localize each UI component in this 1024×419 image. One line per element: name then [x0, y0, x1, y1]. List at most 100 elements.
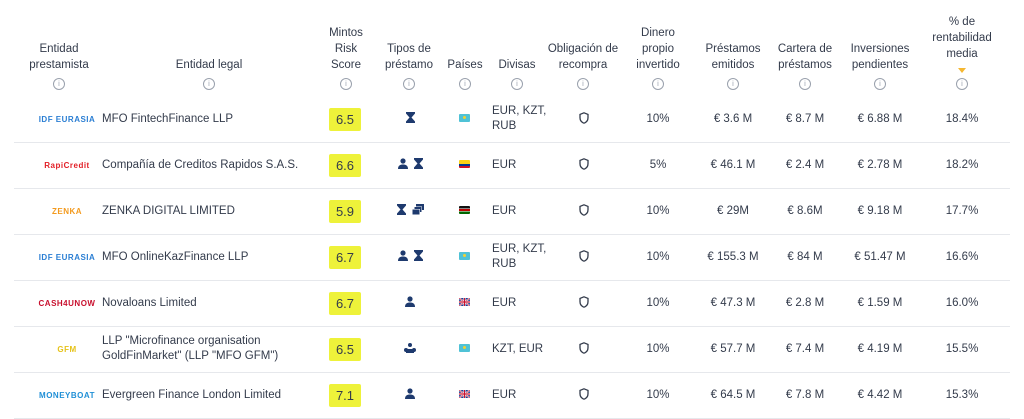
- risk-score-cell: 6.7: [320, 234, 370, 280]
- portfolio-cell: € 7.8 M: [772, 372, 838, 418]
- info-icon[interactable]: i: [403, 78, 415, 90]
- loans-issued-cell: € 47.3 M: [694, 280, 772, 326]
- header-label: propio: [642, 43, 674, 55]
- currencies-value: EUR, KZT, RUB: [492, 243, 547, 270]
- table-row[interactable]: MONEYBOAT Evergreen Finance London Limite…: [14, 372, 1010, 419]
- shield-icon: [579, 249, 589, 265]
- shield-icon: [579, 111, 589, 127]
- lender-logo-cell[interactable]: IDF EURASIA: [32, 234, 102, 280]
- loans-issued-cell: € 29M: [694, 188, 772, 234]
- info-icon[interactable]: i: [799, 78, 811, 90]
- own-funds-value: 10%: [646, 297, 670, 309]
- header-label: préstamo: [385, 59, 433, 71]
- flag-kazakhstan-icon: [458, 343, 470, 355]
- portfolio-cell: € 2.8 M: [772, 280, 838, 326]
- risk-score-cell: 6.6: [320, 142, 370, 188]
- lender-logo-cell[interactable]: MONEYBOAT: [32, 372, 102, 418]
- legal-entity-cell: Compañía de Creditos Rapidos S.A.S.: [102, 142, 302, 188]
- own-funds-value: 5%: [649, 159, 667, 171]
- average-return-cell: 15.3%: [924, 372, 1000, 418]
- header-paises[interactable]: Países i: [444, 0, 486, 96]
- info-icon[interactable]: i: [459, 78, 471, 90]
- table-row[interactable]: IDF EURASIA MFO OnlineKazFinance LLP 6.7 EU…: [14, 234, 1010, 281]
- info-icon[interactable]: i: [340, 78, 352, 90]
- currencies-cell: EUR: [492, 280, 552, 326]
- info-icon[interactable]: i: [956, 78, 968, 90]
- legal-entity-name: ZENKA DIGITAL LIMITED: [102, 204, 235, 217]
- info-icon[interactable]: i: [727, 78, 739, 90]
- header-label: Score: [330, 59, 362, 71]
- header-dinero-propio[interactable]: Dinero propio invertido i: [626, 0, 690, 96]
- country-cell: [444, 326, 484, 372]
- average-return-cell: 18.4%: [924, 96, 1000, 142]
- table-row[interactable]: GFM LLP "Microfinance organisation GoldFi…: [14, 326, 1010, 373]
- header-label: Dinero: [641, 27, 675, 39]
- average-return-value: 17.7%: [945, 205, 979, 217]
- shield-icon: [579, 387, 589, 403]
- header-prestamos-emitidos[interactable]: Préstamos emitidos i: [694, 0, 772, 96]
- header-label: Cartera de: [777, 43, 833, 55]
- info-icon[interactable]: i: [577, 78, 589, 90]
- currencies-value: EUR: [492, 204, 517, 217]
- info-icon[interactable]: i: [203, 78, 215, 90]
- pending-investments-value: € 4.42 M: [857, 389, 903, 401]
- header-label: Inversiones: [850, 43, 910, 55]
- loan-types-cell: [380, 372, 440, 418]
- country-cell: [444, 234, 484, 280]
- portfolio-cell: € 8.6M: [772, 188, 838, 234]
- lender-logo-cell[interactable]: GFM: [32, 326, 102, 372]
- pending-investments-cell: € 4.19 M: [840, 326, 920, 372]
- average-return-cell: 16.0%: [924, 280, 1000, 326]
- info-icon[interactable]: i: [874, 78, 886, 90]
- loan-types-cell: [380, 326, 440, 372]
- lender-logo-cell[interactable]: CASH4UNOW: [32, 280, 102, 326]
- header-divisas[interactable]: Divisas i: [488, 0, 546, 96]
- lender-logo-cell[interactable]: RapiCredit: [32, 142, 102, 188]
- header-mintos-risk-score[interactable]: Mintos Risk Score i: [316, 0, 376, 96]
- header-label: Risk: [334, 43, 358, 55]
- legal-entity-cell: ZENKA DIGITAL LIMITED: [102, 188, 302, 234]
- table-row[interactable]: ZENKA ZENKA DIGITAL LIMITED 5.9 EUR 10% € 29M…: [14, 188, 1010, 235]
- portfolio-cell: € 8.7 M: [772, 96, 838, 142]
- info-icon[interactable]: i: [511, 78, 523, 90]
- average-return-value: 15.5%: [945, 343, 979, 355]
- table-row[interactable]: RapiCredit Compañía de Creditos Rapidos S…: [14, 142, 1010, 189]
- average-return-cell: 15.5%: [924, 326, 1000, 372]
- risk-score-badge: 6.5: [329, 107, 361, 131]
- risk-score-badge: 6.6: [329, 153, 361, 177]
- header-obligacion-recompra[interactable]: Obligación de recompra i: [546, 0, 620, 96]
- info-icon[interactable]: i: [652, 78, 664, 90]
- own-funds-value: 10%: [646, 205, 670, 217]
- risk-score-badge: 5.9: [329, 199, 361, 223]
- header-cartera-prestamos[interactable]: Cartera de préstamos i: [772, 0, 838, 96]
- flag-uk-icon: [458, 389, 470, 401]
- lender-logo-cell[interactable]: ZENKA: [32, 188, 102, 234]
- header-inversiones-pendientes[interactable]: Inversiones pendientes i: [840, 0, 920, 96]
- header-entidad-legal[interactable]: Entidad legal i: [104, 0, 314, 96]
- legal-entity-cell: Novaloans Limited: [102, 280, 302, 326]
- header-entidad-prestamista[interactable]: Entidad prestamista i: [14, 0, 104, 96]
- header-rentabilidad-media[interactable]: % de rentabilidad media i: [924, 0, 1000, 96]
- header-label: invertido: [636, 59, 680, 71]
- info-icon[interactable]: i: [53, 78, 65, 90]
- sort-descending-icon[interactable]: [958, 68, 966, 73]
- shield-icon: [579, 203, 589, 219]
- lender-logo: IDF EURASIA: [38, 252, 96, 262]
- table-row[interactable]: CASH4UNOW Novaloans Limited 6.7 EUR 10% € 47.…: [14, 280, 1010, 327]
- portfolio-value: € 7.8 M: [785, 389, 825, 401]
- header-tipos-prestamo[interactable]: Tipos de préstamo i: [378, 0, 440, 96]
- own-funds-value: 10%: [646, 251, 670, 263]
- legal-entity-name: Novaloans Limited: [102, 296, 197, 309]
- header-label: Tipos de: [387, 43, 431, 55]
- pending-investments-value: € 2.78 M: [857, 159, 903, 171]
- portfolio-cell: € 7.4 M: [772, 326, 838, 372]
- legal-entity-name: MFO FintechFinance LLP: [102, 112, 234, 125]
- hourglass-icon: [396, 204, 406, 218]
- table-row[interactable]: IDF EURASIA MFO FintechFinance LLP 6.5 EUR,…: [14, 96, 1010, 143]
- average-return-value: 16.0%: [945, 297, 979, 309]
- lender-logo-cell[interactable]: IDF EURASIA: [32, 96, 102, 142]
- loans-issued-cell: € 64.5 M: [694, 372, 772, 418]
- country-cell: [444, 372, 484, 418]
- buyback-cell: [548, 234, 620, 280]
- country-cell: [444, 96, 484, 142]
